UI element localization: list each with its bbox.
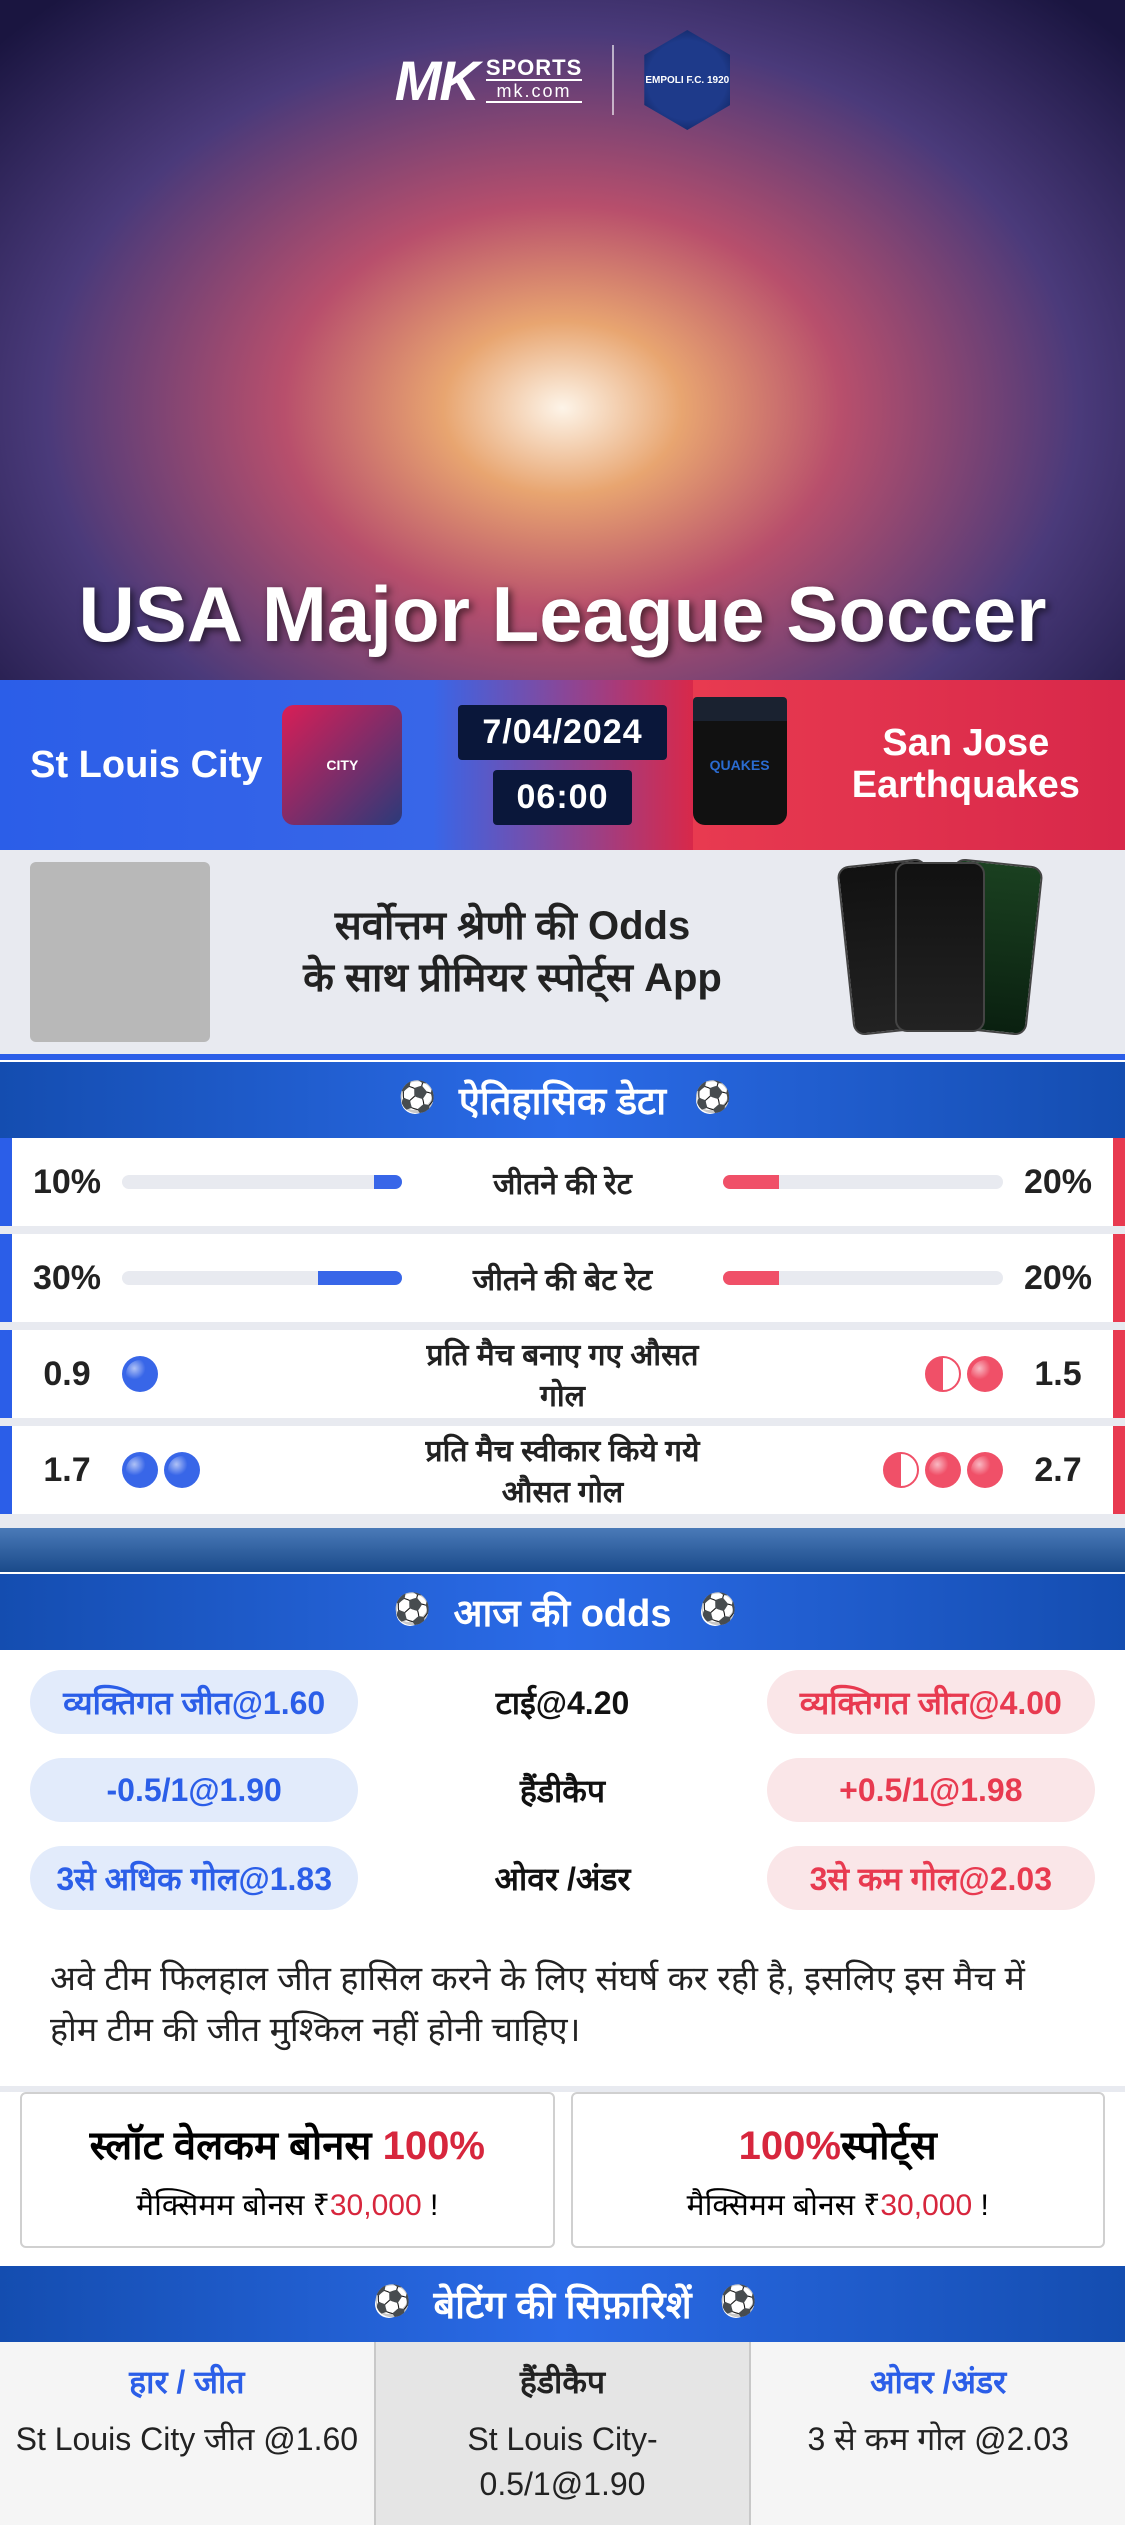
rec-value: St Louis City-0.5/1@1.90: [386, 2417, 740, 2507]
app-screenshots-icon: [815, 862, 1095, 1042]
stat-label: जीतने की बेट रेट: [402, 1258, 723, 1299]
odds-row: -0.5/1@1.90 हैंडीकैप +0.5/1@1.98: [30, 1758, 1095, 1822]
bonus-card[interactable]: स्लॉट वेलकम बोनस 100% मैक्सिमम बोनस ₹30,…: [20, 2092, 555, 2248]
stadium-divider: [0, 1522, 1125, 1572]
bonus-title: 100%स्पोर्ट्स: [595, 2116, 1082, 2171]
app-promo[interactable]: सर्वोत्तम श्रेणी की Odds के साथ प्रीमियर…: [0, 850, 1125, 1060]
empoli-crest-icon: EMPOLI F.C. 1920: [644, 30, 730, 130]
qr-placeholder-icon: [30, 862, 210, 1042]
rec-header: हैंडीकैप: [386, 2360, 740, 2403]
match-bar: St Louis City CITY 7/04/2024 06:00 QUAKE…: [0, 680, 1125, 850]
match-date: 7/04/2024: [458, 705, 666, 760]
recommendation-column[interactable]: ओवर /अंडर 3 से कम गोल @2.03: [751, 2342, 1125, 2525]
odds-row: 3से अधिक गोल@1.83 ओवर /अंडर 3से कम गोल@2…: [30, 1846, 1095, 1910]
soccer-ball-icon: [396, 1598, 424, 1626]
league-title: USA Major League Soccer: [0, 569, 1125, 660]
home-stat-value: 10%: [12, 1163, 122, 1202]
home-team-logo-icon: CITY: [282, 705, 402, 825]
logo-divider: [612, 45, 614, 115]
historical-stats: 10% जीतने की रेट 20% 30% जीतने की बेट रे…: [0, 1138, 1125, 1522]
away-stat-value: 2.7: [1003, 1451, 1113, 1490]
stat-row: 0.9 प्रति मैच बनाए गए औसत गोल 1.5: [0, 1330, 1125, 1426]
odds-table: व्यक्तिगत जीत@1.60 टाई@4.20 व्यक्तिगत जी…: [0, 1650, 1125, 1944]
odds-away-button[interactable]: 3से कम गोल@2.03: [767, 1846, 1095, 1910]
recommendations-header: बेटिंग की सिफ़ारिशें: [0, 2264, 1125, 2342]
rec-value: 3 से कम गोल @2.03: [761, 2417, 1115, 2462]
soccer-ball-icon: [701, 1598, 729, 1626]
home-team-side: St Louis City CITY: [0, 680, 433, 850]
bonus-title: स्लॉट वेलकम बोनस 100%: [44, 2116, 531, 2171]
match-time: 06:00: [493, 770, 633, 825]
rec-header: हार / जीत: [10, 2360, 364, 2403]
home-stat-value: 1.7: [12, 1451, 122, 1490]
stat-label: प्रति मैच स्वीकार किये गये औसत गोल: [402, 1429, 723, 1511]
odds-row: व्यक्तिगत जीत@1.60 टाई@4.20 व्यक्तिगत जी…: [30, 1670, 1095, 1734]
recommendation-column[interactable]: हैंडीकैप St Louis City-0.5/1@1.90: [374, 2342, 752, 2525]
historical-header: ऐतिहासिक डेटा: [0, 1060, 1125, 1138]
bonus-card[interactable]: 100%स्पोर्ट्स मैक्सिमम बोनस ₹30,000 !: [571, 2092, 1106, 2248]
away-team-name: San Jose Earthquakes: [807, 723, 1125, 807]
stat-row: 10% जीतने की रेट 20%: [0, 1138, 1125, 1234]
away-stat-value: 1.5: [1003, 1355, 1113, 1394]
stat-label: जीतने की रेट: [402, 1162, 723, 1203]
away-stat-value: 20%: [1003, 1259, 1113, 1298]
recommendations-body: हार / जीत St Louis City जीत @1.60 हैंडीक…: [0, 2342, 1125, 2525]
away-stat-value: 20%: [1003, 1163, 1113, 1202]
odds-away-button[interactable]: व्यक्तिगत जीत@4.00: [767, 1670, 1095, 1734]
mk-logo-text: SPORTS mk.com: [486, 57, 582, 103]
stat-row: 30% जीतने की बेट रेट 20%: [0, 1234, 1125, 1330]
stat-label: प्रति मैच बनाए गए औसत गोल: [402, 1333, 723, 1415]
recommendation-column[interactable]: हार / जीत St Louis City जीत @1.60: [0, 2342, 374, 2525]
away-team-side: QUAKES San Jose Earthquakes: [693, 680, 1125, 850]
odds-header: आज की odds: [0, 1572, 1125, 1650]
odds-mid-label: टाई@4.20: [398, 1670, 726, 1734]
odds-home-button[interactable]: -0.5/1@1.90: [30, 1758, 358, 1822]
bonus-cards: स्लॉट वेलकम बोनस 100% मैक्सिमम बोनस ₹30,…: [0, 2092, 1125, 2264]
bonus-subtitle: मैक्सिमम बोनस ₹30,000 !: [595, 2183, 1082, 2224]
promo-text: सर्वोत्तम श्रेणी की Odds के साथ प्रीमियर…: [210, 900, 815, 1004]
mk-sports-logo: MK SPORTS mk.com: [395, 48, 583, 113]
bonus-subtitle: मैक्सिमम बोनस ₹30,000 !: [44, 2183, 531, 2224]
home-stat-value: 0.9: [12, 1355, 122, 1394]
home-stat-value: 30%: [12, 1259, 122, 1298]
odds-home-button[interactable]: 3से अधिक गोल@1.83: [30, 1846, 358, 1910]
home-team-name: St Louis City: [30, 744, 262, 787]
rec-header: ओवर /अंडर: [761, 2360, 1115, 2403]
soccer-ball-icon: [722, 2290, 750, 2318]
match-analysis: अवे टीम फिलहाल जीत हासिल करने के लिए संघ…: [0, 1944, 1125, 2092]
odds-away-button[interactable]: +0.5/1@1.98: [767, 1758, 1095, 1822]
soccer-ball-icon: [375, 2290, 403, 2318]
odds-mid-label: ओवर /अंडर: [398, 1846, 726, 1910]
stat-row: 1.7 प्रति मैच स्वीकार किये गये औसत गोल 2…: [0, 1426, 1125, 1522]
match-datetime: 7/04/2024 06:00: [433, 680, 693, 850]
brand-logos: MK SPORTS mk.com EMPOLI F.C. 1920: [395, 30, 731, 130]
rec-value: St Louis City जीत @1.60: [10, 2417, 364, 2462]
odds-mid-label: हैंडीकैप: [398, 1758, 726, 1822]
odds-home-button[interactable]: व्यक्तिगत जीत@1.60: [30, 1670, 358, 1734]
hero-banner: MK SPORTS mk.com EMPOLI F.C. 1920 USA Ma…: [0, 0, 1125, 680]
mk-initials: MK: [395, 48, 478, 113]
soccer-ball-icon: [401, 1086, 429, 1114]
away-team-logo-icon: QUAKES: [693, 705, 787, 825]
soccer-ball-icon: [696, 1086, 724, 1114]
